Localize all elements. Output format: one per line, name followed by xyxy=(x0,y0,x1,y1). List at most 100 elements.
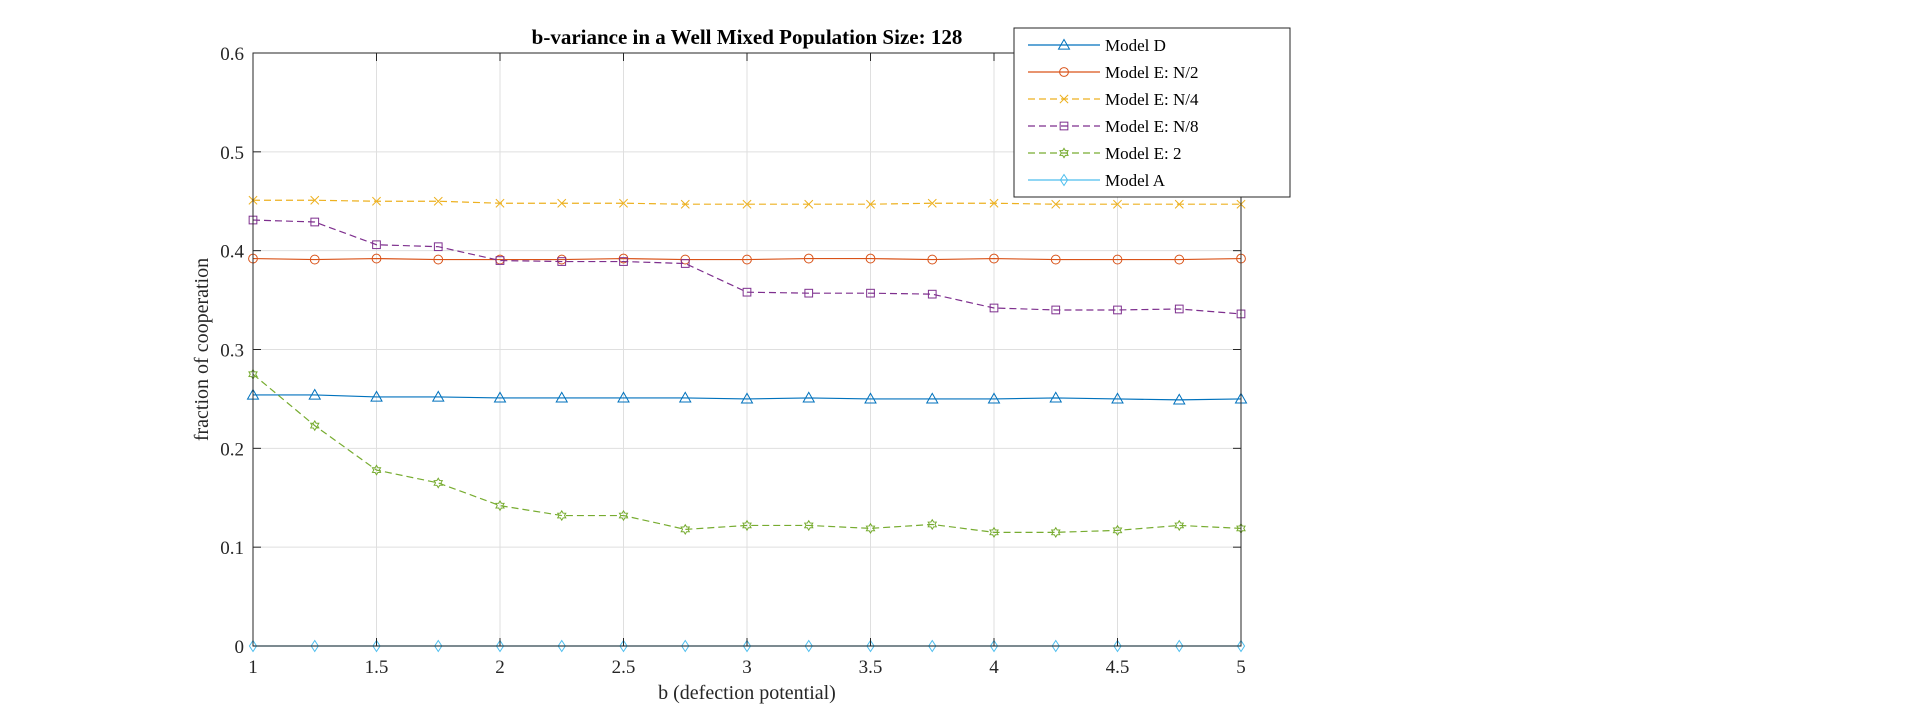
y-tick-label: 0.4 xyxy=(220,242,244,263)
series-line xyxy=(253,394,1242,401)
data-point xyxy=(927,254,938,265)
data-point xyxy=(555,391,569,403)
data-point xyxy=(1051,639,1060,653)
data-point xyxy=(433,477,444,489)
data-point xyxy=(925,392,939,404)
legend: Model D Model E: N/2 Model E: N/4 Model E: … xyxy=(1013,27,1291,198)
data-point xyxy=(742,199,752,209)
data-point xyxy=(1051,305,1061,315)
data-point xyxy=(248,639,258,653)
data-point xyxy=(1059,94,1069,104)
data-point xyxy=(680,254,691,265)
data-point xyxy=(803,253,814,264)
series-3 xyxy=(248,215,1246,319)
legend-label: Model D xyxy=(1105,36,1166,55)
data-point xyxy=(680,259,690,268)
legend-item: Model D xyxy=(1028,36,1166,55)
data-point xyxy=(866,288,875,298)
series-line xyxy=(252,373,1242,533)
data-point xyxy=(493,391,507,403)
data-point xyxy=(678,391,692,403)
data-point xyxy=(928,639,937,653)
legend-item: Model A xyxy=(1028,171,1166,190)
data-point xyxy=(1236,639,1246,653)
data-point xyxy=(1059,67,1069,77)
legend-item: Model E: N/8 xyxy=(1028,117,1199,136)
x-tick-label: 4.5 xyxy=(1106,657,1130,678)
legend-label: Model E: N/2 xyxy=(1105,63,1199,82)
data-point xyxy=(556,509,567,522)
data-point xyxy=(1174,199,1184,209)
data-point xyxy=(371,464,382,476)
legend-box xyxy=(1013,27,1291,198)
data-point xyxy=(372,196,381,206)
data-point xyxy=(681,639,690,653)
data-point xyxy=(866,639,875,653)
legend-item: Model E: N/4 xyxy=(1028,90,1199,109)
data-point xyxy=(1049,391,1063,403)
x-tick-label: 4 xyxy=(989,657,999,678)
data-point xyxy=(309,254,320,265)
data-point xyxy=(308,388,322,400)
data-point xyxy=(495,500,505,512)
data-point xyxy=(740,392,754,404)
data-point xyxy=(865,253,876,264)
chart-title: b-variance in a Well Mixed Population Si… xyxy=(532,25,963,49)
data-point xyxy=(433,254,444,265)
data-point xyxy=(1059,121,1069,131)
y-axis-label: fraction of cooperation xyxy=(191,258,213,441)
data-point xyxy=(617,391,630,403)
data-point xyxy=(1050,526,1061,538)
data-point xyxy=(619,198,628,208)
axis-ticks: 1 1.5 2 2.5 3 3.5 4 4.5 5 0 0.1 0.2 0.3 0.4 0.5 0.6 xyxy=(220,44,1246,678)
data-point xyxy=(370,390,383,402)
legend-label: Model A xyxy=(1105,171,1166,190)
data-point xyxy=(1059,147,1069,159)
data-point xyxy=(742,254,752,265)
data-point xyxy=(1174,304,1184,314)
series-line xyxy=(252,257,1242,261)
data-point xyxy=(987,392,1001,404)
data-point xyxy=(989,526,999,538)
data-point xyxy=(866,199,875,209)
data-point xyxy=(1112,254,1123,265)
data-point xyxy=(742,639,752,653)
series-4 xyxy=(248,368,1246,538)
series-line xyxy=(252,219,1242,315)
data-point xyxy=(1113,305,1122,315)
data-point xyxy=(804,288,814,298)
series-0 xyxy=(246,388,1248,405)
legend-item: Model E: N/2 xyxy=(1028,63,1199,82)
data-point xyxy=(1051,199,1061,209)
x-tick-label: 1 xyxy=(248,657,258,678)
data-point xyxy=(927,198,937,208)
series-layer xyxy=(246,195,1248,653)
data-point xyxy=(1112,524,1123,537)
series-2 xyxy=(248,195,1246,209)
x-tick-label: 3.5 xyxy=(859,657,883,678)
data-point xyxy=(803,519,814,532)
y-tick-label: 0 xyxy=(235,637,245,658)
data-point xyxy=(433,242,443,252)
data-point xyxy=(556,254,567,265)
data-point xyxy=(804,199,814,209)
data-point xyxy=(310,195,320,205)
data-point xyxy=(680,199,690,209)
data-point xyxy=(619,639,628,653)
data-point xyxy=(495,256,505,265)
data-point xyxy=(618,509,629,522)
x-tick-label: 2 xyxy=(495,657,505,678)
data-point xyxy=(680,523,691,536)
y-tick-label: 0.6 xyxy=(220,44,244,65)
x-tick-label: 5 xyxy=(1236,657,1246,678)
data-point xyxy=(557,257,567,266)
data-point xyxy=(1113,199,1122,209)
data-point xyxy=(1113,639,1122,653)
data-point xyxy=(927,289,937,299)
series-1 xyxy=(248,253,1246,265)
legend-label: Model E: N/4 xyxy=(1105,90,1199,109)
data-point xyxy=(372,240,381,250)
data-point xyxy=(433,196,443,206)
x-tick-label: 3 xyxy=(742,657,752,678)
y-tick-label: 0.1 xyxy=(220,538,244,559)
